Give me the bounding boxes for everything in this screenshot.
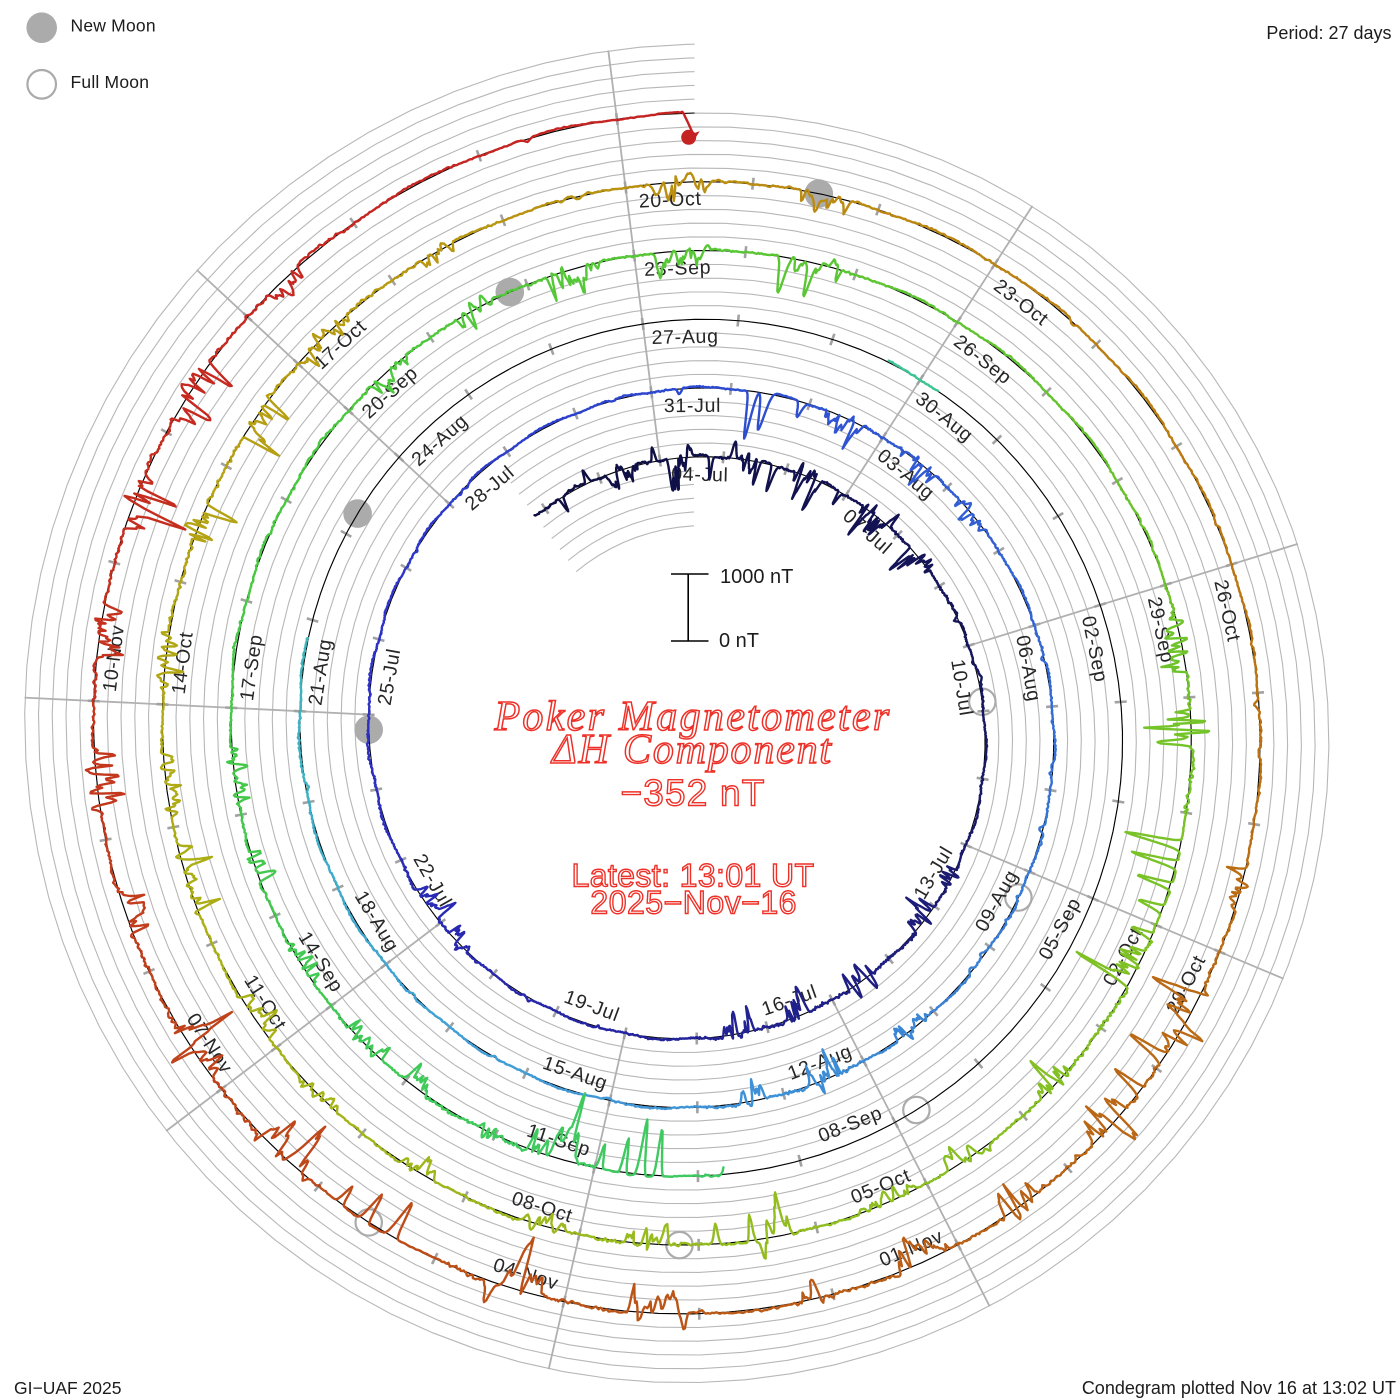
svg-text:Poker Magnetometer: Poker Magnetometer xyxy=(493,694,891,740)
svg-text:−352 nT: −352 nT xyxy=(620,773,765,814)
svg-text:0 nT: 0 nT xyxy=(719,630,759,652)
svg-text:GI−UAF 2025: GI−UAF 2025 xyxy=(14,1378,122,1398)
svg-text:2025−Nov−16: 2025−Nov−16 xyxy=(590,885,797,921)
svg-text:Period: 27 days: Period: 27 days xyxy=(1266,23,1391,43)
svg-text:ΔH Component: ΔH Component xyxy=(550,727,833,773)
svg-text:Condegram plotted Nov 16 at 13: Condegram plotted Nov 16 at 13:02 UT xyxy=(1082,1378,1396,1398)
svg-text:31-Jul: 31-Jul xyxy=(664,395,721,417)
svg-text:Full Moon: Full Moon xyxy=(71,72,150,92)
svg-text:1000 nT: 1000 nT xyxy=(720,566,793,588)
svg-text:Latest: 13:01 UT: Latest: 13:01 UT xyxy=(572,858,815,894)
svg-text:New Moon: New Moon xyxy=(71,16,156,36)
svg-text:27-Aug: 27-Aug xyxy=(651,326,719,350)
